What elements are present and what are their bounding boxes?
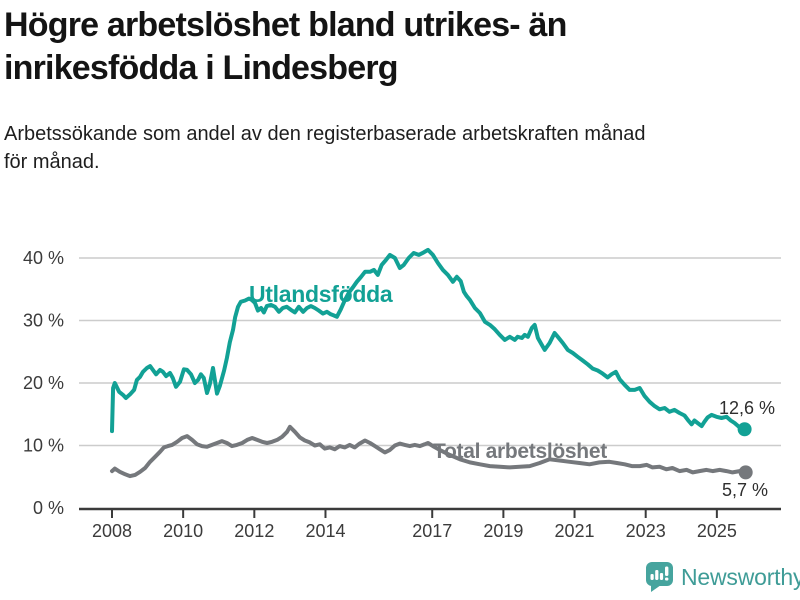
end-value-label-utlandsfodda: 12,6 % <box>719 398 776 418</box>
chart-subtitle-line-1: Arbetssökande som andel av den registerb… <box>4 123 646 145</box>
y-axis-tick-label: 10 % <box>23 436 64 456</box>
y-axis-tick-label: 20 % <box>23 373 64 393</box>
line-total-arbetsloshet-end-dot <box>738 465 753 480</box>
y-axis-tick-label: 0 % <box>33 498 64 518</box>
x-axis-tick-label: 2014 <box>305 521 345 541</box>
series-label-total-arbetsloshet: Total arbetslöshet <box>433 440 607 463</box>
page-title-line-2: inrikesfödda i Lindesberg <box>4 49 399 87</box>
y-axis-tick-label: 30 % <box>23 311 64 331</box>
newsworthy-logo-text: Newsworthy <box>681 563 800 590</box>
x-axis-tick-label: 2019 <box>483 521 523 541</box>
page-title-line-1: Högre arbetslöshet bland utrikes- än <box>4 6 567 44</box>
chart-subtitle-line-2: för månad. <box>4 151 100 173</box>
x-axis-tick-label: 2017 <box>412 521 452 541</box>
end-value-label-total-arbetsloshet: 5,7 % <box>722 480 769 500</box>
x-axis-tick-label: 2025 <box>697 521 737 541</box>
page-title: Högre arbetslöshet bland utrikes- än inr… <box>4 4 784 90</box>
line-total-arbetsloshet <box>110 424 748 479</box>
newsworthy-logo: Newsworthy <box>645 561 800 593</box>
line-utlandsfodda-end-dot <box>737 422 752 437</box>
x-axis-tick-label: 2010 <box>163 521 203 541</box>
series-label-utlandsfodda: Utlandsfödda <box>249 281 393 307</box>
line-utlandsfodda <box>110 247 747 434</box>
bar-chart-speech-bubble-icon <box>646 562 673 592</box>
x-axis-tick-label: 2021 <box>555 521 595 541</box>
x-axis-tick-label: 2008 <box>92 521 132 541</box>
y-axis-tick-label: 40 % <box>23 248 64 268</box>
x-axis-tick-label: 2023 <box>626 521 666 541</box>
x-axis-tick-label: 2012 <box>234 521 274 541</box>
chart-subtitle: Arbetssökande som andel av den registerb… <box>4 120 790 176</box>
